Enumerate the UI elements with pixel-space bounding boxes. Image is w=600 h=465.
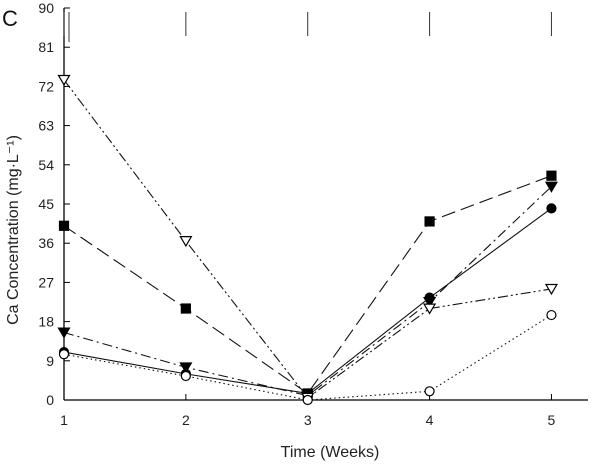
series-0 bbox=[58, 203, 557, 399]
data-point bbox=[423, 297, 437, 309]
y-tick-label: 63 bbox=[38, 118, 54, 134]
data-point bbox=[424, 386, 435, 397]
data-point bbox=[423, 303, 437, 315]
series-line bbox=[63, 79, 552, 399]
data-point bbox=[544, 181, 558, 193]
series-4 bbox=[58, 309, 557, 406]
data-point bbox=[58, 220, 70, 231]
series-line bbox=[63, 175, 552, 395]
y-tick-label: 36 bbox=[38, 235, 54, 251]
y-axis-title: Ca Concentration (mg·L⁻¹) bbox=[5, 135, 22, 325]
x-tick-label: 4 bbox=[426, 412, 434, 428]
x-tick-label: 5 bbox=[548, 412, 556, 428]
data-point bbox=[302, 394, 313, 406]
x-tick-label: 2 bbox=[182, 412, 190, 428]
y-tick-label: 18 bbox=[38, 314, 54, 330]
x-axis-title: Time (Weeks) bbox=[281, 444, 380, 461]
data-point bbox=[546, 170, 557, 181]
y-tick-label: 90 bbox=[38, 0, 54, 16]
data-point bbox=[58, 349, 70, 360]
data-point bbox=[546, 309, 557, 321]
series-layer bbox=[57, 74, 558, 406]
x-tick-label: 1 bbox=[60, 412, 68, 428]
y-tick-label: 72 bbox=[38, 78, 54, 94]
y-tick-label: 9 bbox=[46, 353, 54, 369]
data-point bbox=[179, 236, 193, 248]
y-tick-label: 81 bbox=[38, 39, 54, 55]
y-tick-label: 54 bbox=[38, 157, 54, 173]
data-point bbox=[180, 303, 191, 314]
data-point bbox=[57, 74, 71, 87]
series-2 bbox=[57, 181, 558, 402]
data-point bbox=[57, 327, 71, 339]
series-3 bbox=[57, 74, 558, 404]
data-point bbox=[544, 283, 558, 296]
panel-label: C bbox=[2, 6, 18, 31]
data-point bbox=[424, 216, 435, 227]
series-line bbox=[63, 314, 552, 401]
data-point bbox=[180, 370, 191, 382]
series-line bbox=[63, 186, 552, 397]
data-point bbox=[546, 203, 557, 214]
data-point bbox=[179, 362, 193, 374]
series-1 bbox=[58, 170, 557, 399]
y-tick-label: 45 bbox=[38, 196, 54, 212]
y-tick-label: 0 bbox=[46, 392, 54, 408]
y-tick-label: 27 bbox=[38, 274, 54, 290]
x-tick-label: 3 bbox=[304, 412, 312, 428]
